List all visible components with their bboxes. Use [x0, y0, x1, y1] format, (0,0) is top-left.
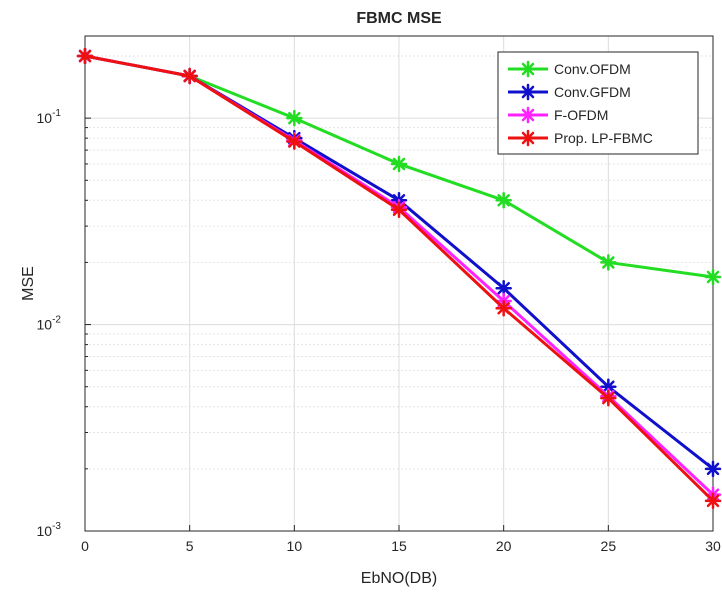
y-tick-label: 10-1 [37, 108, 62, 126]
y-tick-label: 10-2 [37, 315, 62, 333]
data-point [286, 109, 303, 127]
data-point [704, 492, 722, 510]
data-point [495, 299, 512, 317]
data-point [495, 192, 512, 209]
legend-item: Prop. LP-FBMC [508, 129, 653, 147]
x-tick-label: 0 [81, 538, 89, 554]
data-point [76, 47, 94, 65]
x-tick-label: 15 [391, 538, 407, 554]
legend-label: Conv.OFDM [554, 61, 631, 77]
x-tick-label: 25 [601, 538, 617, 554]
legend-label: F-OFDM [554, 107, 608, 123]
data-point [704, 268, 722, 286]
y-axis-label: MSE [20, 266, 37, 301]
data-point [181, 67, 198, 85]
data-point [495, 279, 512, 297]
y-tick-base: 10 [37, 523, 53, 539]
legend-label: Prop. LP-FBMC [554, 130, 653, 146]
x-tick-label: 10 [287, 538, 303, 554]
data-point [519, 129, 537, 147]
data-point [390, 155, 408, 173]
legend: Conv.OFDM Conv.GFDM F-OFDM Prop. LP-FBMC [497, 51, 699, 155]
y-tick-exponent: -1 [52, 108, 61, 119]
chart-title: FBMC MSE [356, 10, 442, 27]
legend-item: F-OFDM [508, 106, 608, 124]
x-tick-label: 20 [496, 538, 512, 554]
x-tick-label: 5 [186, 538, 194, 554]
data-point [286, 133, 303, 150]
y-tick-exponent: -2 [52, 315, 61, 326]
legend-item: Conv.OFDM [508, 60, 631, 78]
y-tick-label: 10-3 [37, 521, 62, 539]
y-tick-base: 10 [37, 317, 53, 333]
data-point [600, 389, 617, 407]
legend-item: Conv.GFDM [508, 83, 631, 101]
data-point [600, 254, 617, 271]
data-point [519, 60, 537, 78]
y-tick-exponent: -3 [52, 521, 61, 532]
x-tick-label: 30 [705, 538, 721, 554]
data-point [519, 106, 537, 124]
data-point [519, 83, 537, 101]
legend-label: Conv.GFDM [554, 84, 631, 100]
data-point [390, 201, 408, 218]
y-tick-base: 10 [37, 110, 53, 126]
series-prop-lp-fbmc [76, 47, 722, 510]
series-lines [76, 47, 722, 510]
data-point [704, 460, 722, 478]
x-axis-label: EbNO(DB) [361, 570, 437, 587]
